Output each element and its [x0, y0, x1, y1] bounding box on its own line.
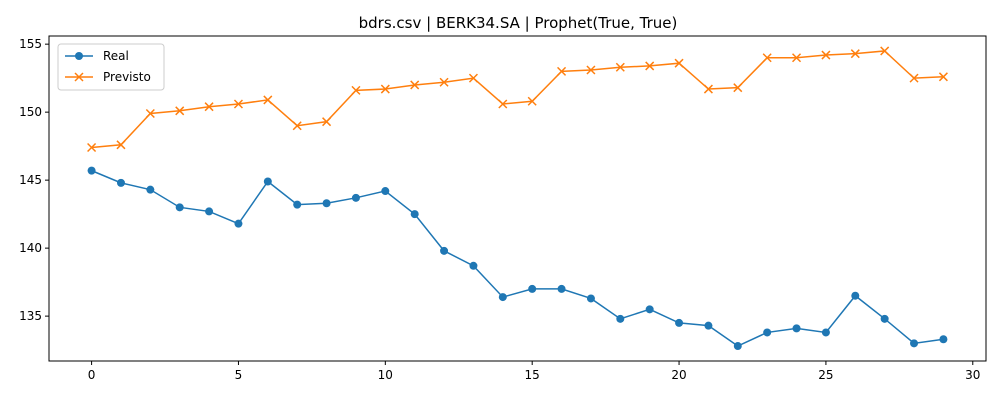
data-point-previsto: [175, 106, 185, 116]
series-line-previsto: [91, 50, 944, 149]
data-point-real: [234, 219, 243, 228]
data-point-previsto: [762, 53, 772, 63]
data-point-real: [528, 284, 537, 293]
y-tick-label: 155: [19, 37, 42, 51]
data-point-real: [351, 193, 360, 202]
data-point-previsto: [821, 50, 831, 60]
data-point-real: [763, 328, 772, 337]
data-point-previsto: [468, 73, 478, 83]
x-tick-label: 10: [378, 368, 393, 382]
data-point-real: [87, 166, 96, 175]
data-point-real: [586, 294, 595, 303]
plot-area-border: [48, 35, 987, 362]
data-point-real: [675, 318, 684, 327]
data-point-real: [263, 177, 272, 186]
data-point-real: [469, 261, 478, 270]
data-point-previsto: [292, 121, 302, 131]
series-real: [87, 166, 948, 351]
data-point-previsto: [116, 140, 126, 150]
x-tick-label: 15: [525, 368, 540, 382]
data-point-previsto: [380, 84, 390, 94]
chart-title: bdrs.csv | BERK34.SA | Prophet(True, Tru…: [359, 14, 678, 32]
legend-item-previsto: Previsto: [65, 70, 151, 84]
data-point-previsto: [703, 84, 713, 94]
data-point-real: [733, 342, 742, 351]
data-point-previsto: [410, 80, 420, 90]
legend-marker-x: [74, 72, 84, 82]
data-point-real: [498, 293, 507, 302]
data-point-previsto: [498, 99, 508, 109]
data-point-previsto: [204, 102, 214, 112]
data-point-real: [557, 284, 566, 293]
y-tick-label: 145: [19, 173, 42, 187]
legend-item-real: Real: [65, 49, 129, 63]
data-point-real: [821, 328, 830, 337]
y-axis: 135 140 145 150 155: [19, 37, 49, 323]
data-point-real: [440, 246, 449, 255]
legend-label: Real: [103, 49, 129, 63]
data-point-real: [381, 187, 390, 196]
data-point-previsto: [850, 49, 860, 59]
data-point-previsto: [439, 77, 449, 87]
data-point-real: [116, 178, 125, 187]
y-tick-label: 135: [19, 309, 42, 323]
data-point-previsto: [87, 142, 97, 153]
data-point-previsto: [233, 99, 243, 109]
data-point-real: [645, 305, 654, 314]
data-point-previsto: [615, 62, 625, 72]
legend-label: Previsto: [103, 70, 151, 84]
data-point-previsto: [880, 46, 890, 56]
x-tick-label: 30: [965, 368, 980, 382]
data-point-previsto: [674, 58, 684, 68]
data-point-previsto: [557, 66, 567, 76]
data-point-real: [910, 339, 919, 348]
y-tick-label: 150: [19, 105, 42, 119]
x-tick-label: 20: [671, 368, 686, 382]
data-point-real: [146, 185, 155, 194]
data-point-real: [939, 335, 948, 344]
data-point-previsto: [645, 61, 655, 71]
x-axis: 0 5 10 15 20 25 30: [88, 361, 980, 382]
data-point-real: [293, 200, 302, 209]
legend-marker-circle: [75, 52, 83, 60]
data-point-real: [175, 203, 184, 212]
series-previsto: [87, 46, 948, 153]
data-point-previsto: [527, 96, 537, 106]
series-layer: [87, 46, 948, 351]
axes-frame: [48, 35, 987, 362]
data-point-previsto: [909, 73, 919, 83]
data-point-previsto: [586, 65, 596, 75]
y-tick-label: 140: [19, 241, 42, 255]
x-tick-label: 0: [88, 368, 96, 382]
data-point-previsto: [351, 85, 361, 95]
data-point-real: [851, 291, 860, 300]
data-point-real: [704, 321, 713, 330]
data-point-previsto: [322, 117, 332, 127]
data-point-previsto: [733, 83, 743, 93]
x-tick-label: 25: [818, 368, 833, 382]
legend: Real Previsto: [57, 43, 165, 91]
data-point-previsto: [145, 108, 155, 119]
data-point-previsto: [938, 72, 948, 82]
data-point-real: [322, 199, 331, 208]
data-point-real: [205, 207, 214, 216]
data-point-real: [410, 210, 419, 219]
series-line-real: [91, 169, 944, 347]
x-tick-label: 5: [235, 368, 243, 382]
data-point-previsto: [263, 95, 273, 105]
data-point-real: [616, 314, 625, 323]
data-point-previsto: [792, 53, 802, 63]
data-point-real: [880, 314, 889, 323]
data-point-real: [792, 324, 801, 333]
